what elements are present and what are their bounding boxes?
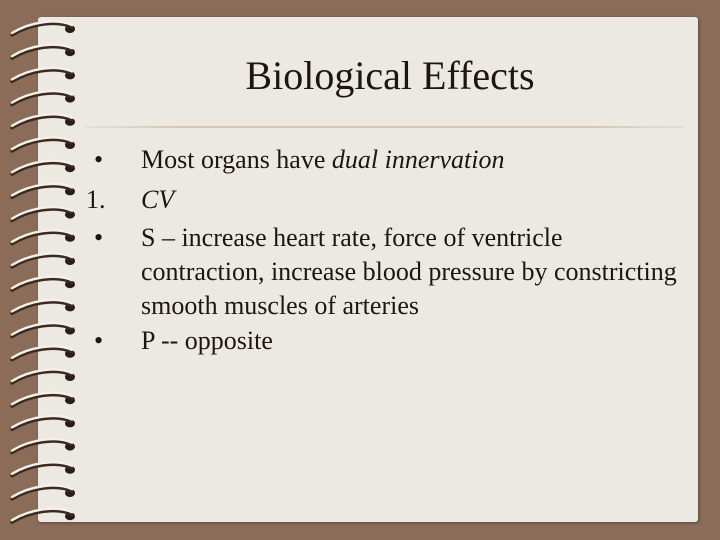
binding-ring-icon	[10, 113, 75, 130]
binding-ring-icon	[10, 159, 75, 176]
binding-ring-icon	[10, 89, 75, 107]
bullet-list: • Most organs have dual innervation 1. C…	[86, 143, 686, 364]
binding-ring-icon	[10, 229, 75, 246]
binding-ring-icon	[10, 252, 75, 269]
item-text: S – increase heart rate, force of ventri…	[141, 223, 677, 320]
bullet-marker: •	[94, 223, 104, 252]
binding-ring-icon	[10, 43, 75, 60]
binding-ring-icon	[10, 507, 75, 524]
item-emphasis: CV	[141, 185, 175, 214]
binding-ring-icon	[10, 136, 75, 153]
slide-title: Biological Effects	[245, 53, 535, 98]
list-item: • Most organs have dual innervation	[86, 143, 686, 177]
list-item: • S – increase heart rate, force of vent…	[86, 221, 686, 323]
binding-ring-icon	[10, 66, 75, 84]
binding-ring-icon	[10, 205, 75, 223]
number-marker: 1.	[86, 185, 106, 214]
binding-ring-icon	[10, 275, 75, 292]
item-text: P -- opposite	[141, 326, 273, 355]
binding-ring-icon	[10, 368, 75, 385]
list-item: • P -- opposite	[86, 324, 686, 358]
binding-ring-icon	[10, 298, 75, 316]
binding-ring-icon	[10, 437, 75, 455]
binding-ring-icon	[10, 20, 75, 37]
binding-ring-icon	[10, 345, 75, 362]
bullet-marker: •	[94, 145, 104, 174]
binding-ring-icon	[10, 414, 75, 432]
item-text: Most organs have	[141, 145, 332, 174]
list-item: 1. CV	[86, 183, 686, 217]
binding-ring-icon	[10, 484, 75, 501]
binding-ring-icon	[10, 321, 75, 339]
binding-ring-icon	[10, 182, 75, 200]
slide-page	[38, 17, 698, 522]
binding-ring-icon	[10, 461, 75, 478]
binding-ring-icon	[10, 391, 75, 408]
spiral-binding-icon	[10, 20, 75, 524]
bullet-marker: •	[94, 326, 104, 355]
title-divider	[85, 126, 685, 128]
item-emphasis: dual innervation	[331, 145, 505, 174]
